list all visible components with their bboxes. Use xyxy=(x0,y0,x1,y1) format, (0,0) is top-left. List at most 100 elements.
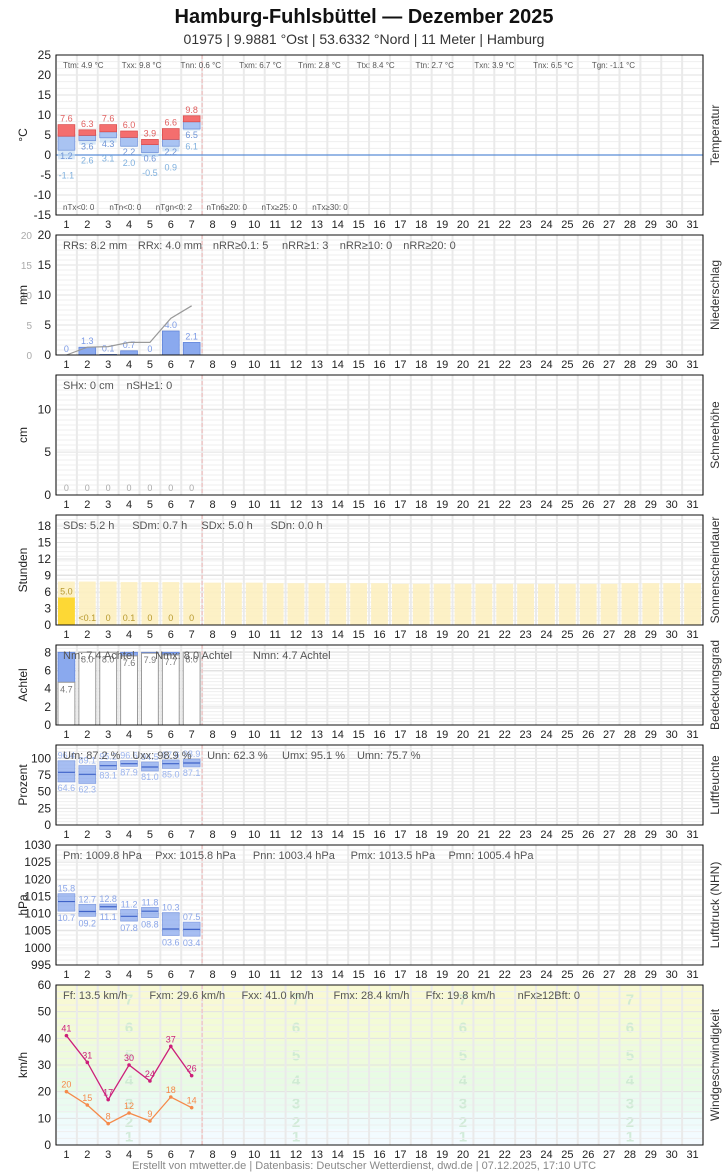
y-tick-label: 18 xyxy=(38,519,52,533)
svg-text:8.0: 8.0 xyxy=(81,654,94,664)
x-tick-label: 13 xyxy=(311,729,323,741)
x-tick-label: 6 xyxy=(168,219,174,231)
x-tick-label: 30 xyxy=(666,969,678,981)
panel-title: Luftdruck (NHN) xyxy=(708,862,722,949)
x-tick-label: 5 xyxy=(147,629,153,641)
svg-text:10.3: 10.3 xyxy=(162,903,180,913)
x-tick-label: 1 xyxy=(63,499,69,511)
stat-label: Ffx: 19.8 km/h xyxy=(426,990,496,1002)
y-axis-label: Prozent xyxy=(16,764,30,806)
svg-text:4.0: 4.0 xyxy=(165,320,178,330)
x-tick-label: 16 xyxy=(373,729,385,741)
x-tick-label: 6 xyxy=(168,829,174,841)
y-tick-label: 1020 xyxy=(24,872,51,886)
beaufort-label: 7 xyxy=(626,991,634,1008)
svg-text:08.8: 08.8 xyxy=(141,920,159,930)
x-tick-label: 15 xyxy=(353,1149,365,1161)
stat-label: Fxm: 29.6 km/h xyxy=(149,990,225,1002)
x-tick-label: 22 xyxy=(499,629,511,641)
svg-text:5: 5 xyxy=(26,321,32,332)
y-tick-label: 10 xyxy=(38,1111,52,1125)
x-tick-label: 29 xyxy=(645,359,657,371)
x-tick-label: 2 xyxy=(84,219,90,231)
x-tick-label: 31 xyxy=(686,629,698,641)
beaufort-label: 1 xyxy=(459,1129,467,1146)
beaufort-label: 3 xyxy=(125,1095,133,1112)
x-tick-label: 10 xyxy=(248,829,260,841)
svg-text:98.9: 98.9 xyxy=(183,749,201,759)
svg-text:0.6: 0.6 xyxy=(144,154,157,164)
svg-text:11.2: 11.2 xyxy=(121,899,138,909)
stat-label: Tnn: 0.6 °C xyxy=(181,61,222,70)
stat-label: SHx: 0 cm xyxy=(63,380,114,392)
y-tick-label: 25 xyxy=(38,801,52,815)
x-tick-label: 6 xyxy=(168,499,174,511)
svg-text:-1.1: -1.1 xyxy=(59,170,75,180)
x-tick-label: 4 xyxy=(126,1149,132,1161)
x-tick-label: 3 xyxy=(105,219,111,231)
x-tick-label: 31 xyxy=(686,829,698,841)
x-tick-label: 25 xyxy=(561,729,573,741)
x-tick-label: 25 xyxy=(561,969,573,981)
y-tick-label: 0 xyxy=(44,488,51,502)
svg-text:6.5: 6.5 xyxy=(185,130,198,140)
x-tick-label: 5 xyxy=(147,359,153,371)
x-tick-label: 29 xyxy=(645,219,657,231)
x-tick-label: 18 xyxy=(415,1149,427,1161)
stat-label: nTn<0: 0 xyxy=(109,203,141,212)
svg-text:30: 30 xyxy=(124,1053,134,1063)
x-tick-label: 27 xyxy=(603,729,615,741)
x-tick-label: 28 xyxy=(624,1149,636,1161)
x-tick-label: 18 xyxy=(415,969,427,981)
x-tick-label: 7 xyxy=(189,219,195,231)
x-tick-label: 2 xyxy=(84,359,90,371)
stat-label: Ttn: 2.7 °C xyxy=(416,61,455,70)
plot-frame xyxy=(55,744,704,826)
x-tick-label: 10 xyxy=(248,359,260,371)
x-tick-label: 27 xyxy=(603,829,615,841)
x-tick-label: 2 xyxy=(84,729,90,741)
y-tick-label: 5 xyxy=(44,445,51,459)
x-tick-label: 7 xyxy=(189,499,195,511)
y-tick-label: 30 xyxy=(38,1058,52,1072)
x-tick-label: 10 xyxy=(248,499,260,511)
x-tick-label: 21 xyxy=(478,829,490,841)
x-tick-label: 23 xyxy=(519,969,531,981)
beaufort-label: 2 xyxy=(125,1114,133,1131)
svg-text:8.0: 8.0 xyxy=(185,654,198,664)
svg-text:87.9: 87.9 xyxy=(120,767,138,777)
x-tick-label: 17 xyxy=(394,629,406,641)
y-tick-label: 50 xyxy=(38,1005,52,1019)
stat-label: Nm: 7.4 Achtel xyxy=(63,650,135,662)
svg-text:0.1: 0.1 xyxy=(123,613,136,623)
x-tick-label: 31 xyxy=(686,219,698,231)
y-tick-label: 2 xyxy=(44,700,51,714)
x-tick-label: 24 xyxy=(540,969,552,981)
beaufort-label: 4 xyxy=(459,1073,468,1090)
x-tick-label: 11 xyxy=(269,1149,280,1161)
x-tick-label: 1 xyxy=(63,729,69,741)
beaufort-label: 3 xyxy=(292,1095,300,1112)
svg-text:31: 31 xyxy=(82,1050,92,1060)
x-tick-label: 15 xyxy=(353,499,365,511)
y-tick-label: 8 xyxy=(44,645,51,659)
x-tick-label: 8 xyxy=(209,729,215,741)
x-tick-label: 26 xyxy=(582,629,594,641)
x-tick-label: 13 xyxy=(311,629,323,641)
svg-text:95.2: 95.2 xyxy=(99,752,117,762)
svg-text:0: 0 xyxy=(147,344,152,354)
beaufort-label: 1 xyxy=(626,1129,634,1146)
x-tick-label: 2 xyxy=(84,969,90,981)
y-tick-label: 1030 xyxy=(24,838,51,852)
svg-text:7.6: 7.6 xyxy=(102,114,115,124)
x-tick-label: 25 xyxy=(561,219,573,231)
x-tick-label: 14 xyxy=(332,969,344,981)
x-tick-label: 1 xyxy=(63,829,69,841)
stat-label: Pmx: 1013.5 hPa xyxy=(351,850,436,862)
x-tick-label: 7 xyxy=(189,829,195,841)
x-tick-label: 22 xyxy=(499,969,511,981)
stat-label: Tnm: 2.8 °C xyxy=(298,61,341,70)
svg-text:83.1: 83.1 xyxy=(99,771,117,781)
svg-text:11.1: 11.1 xyxy=(100,912,117,922)
